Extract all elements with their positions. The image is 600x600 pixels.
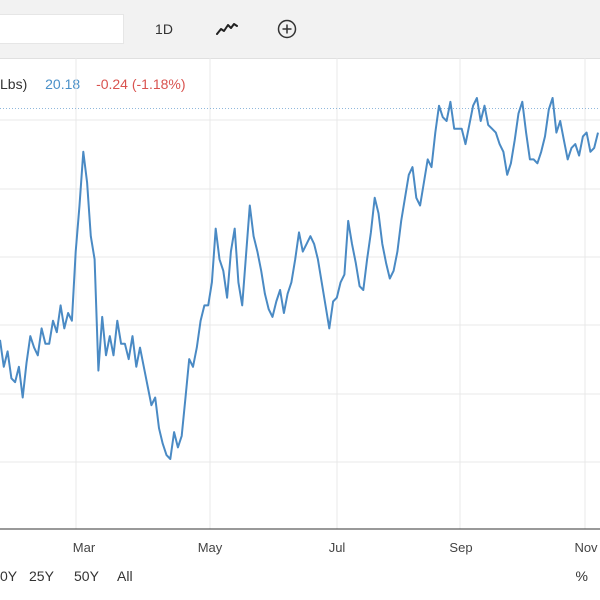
range-all-button[interactable]: All: [117, 568, 133, 584]
x-tick-label: Mar: [73, 540, 96, 555]
price-change: -0.24 (-1.18%): [96, 76, 186, 92]
price-series-line: [0, 97, 599, 460]
percent-toggle-button[interactable]: %: [575, 568, 588, 584]
unit-label: Lbs): [0, 76, 28, 92]
x-axis: Mar May Jul Sep Nov: [0, 528, 600, 555]
price-series: [0, 97, 599, 460]
x-tick-label: Nov: [574, 540, 598, 555]
chart-toolbar: 1D: [0, 0, 600, 59]
range-25y-button[interactable]: 25Y: [29, 568, 54, 584]
x-tick-label: Jul: [329, 540, 346, 555]
line-chart-icon[interactable]: [212, 14, 242, 44]
plus-circle-icon[interactable]: [272, 14, 302, 44]
range-selector: 0Y 25Y 50Y All %: [0, 562, 600, 592]
symbol-search-input[interactable]: [0, 14, 124, 44]
grid-lines: [0, 58, 600, 529]
x-tick-label: Sep: [449, 540, 472, 555]
interval-1d-button[interactable]: 1D: [155, 21, 173, 37]
range-10y-button[interactable]: 0Y: [0, 568, 18, 584]
x-tick-label: May: [198, 540, 223, 555]
range-50y-button[interactable]: 50Y: [74, 568, 99, 584]
price-legend: Lbs) 20.18 -0.24 (-1.18%): [0, 76, 186, 92]
price-line-chart: Mar May Jul Sep Nov: [0, 58, 600, 555]
last-price: 20.18: [45, 76, 81, 92]
